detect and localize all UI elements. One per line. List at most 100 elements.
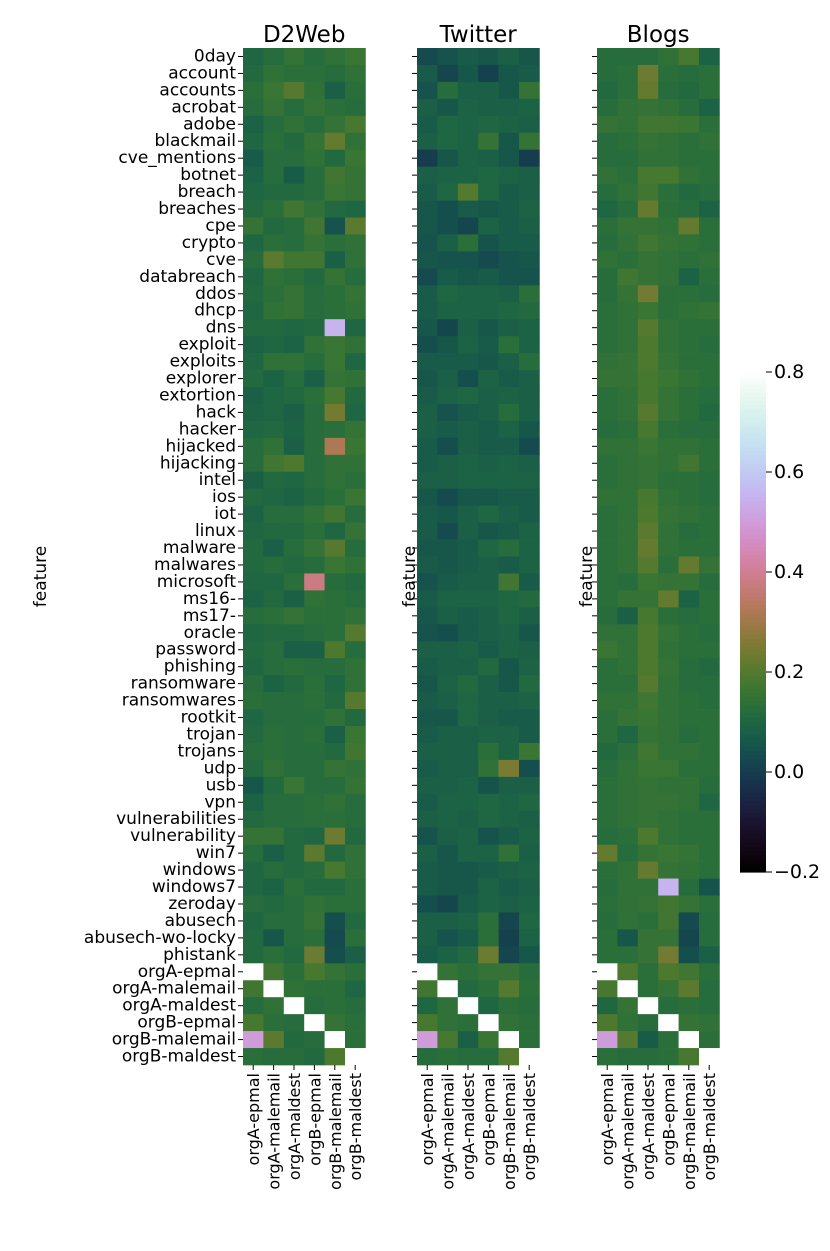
heatmap-cell [437, 980, 459, 998]
heatmap-cell [597, 759, 618, 778]
row-labels: 0dayaccountaccountsacrobatadobeblackmail… [84, 46, 236, 1066]
heatmap-cell [519, 980, 540, 998]
heatmap-cell [263, 437, 285, 456]
heatmap-cell [437, 336, 459, 354]
heatmap-cell [637, 471, 659, 490]
heatmap-cell [699, 437, 720, 456]
heatmap-cell [617, 861, 639, 879]
heatmap-cell [345, 946, 366, 964]
heatmap-cell [304, 387, 325, 405]
heatmap-cell [263, 64, 285, 83]
heatmap-cell [324, 64, 346, 83]
heatmap-cell [283, 285, 305, 303]
heatmap-cell [243, 200, 264, 218]
colorbar-segment [740, 376, 766, 381]
heatmap-cell [417, 166, 438, 184]
heatmap-cell [457, 81, 479, 100]
heatmap-cell [243, 437, 264, 456]
heatmap-cell [437, 692, 459, 710]
heatmap-cell [345, 217, 366, 235]
heatmap-cell [437, 81, 459, 100]
column-label: orgB-malemail [680, 1073, 699, 1190]
colorbar-segment [740, 609, 766, 615]
heatmap-cell [478, 539, 499, 557]
heatmap-cell [498, 692, 520, 710]
heatmap-cell [658, 234, 679, 252]
heatmap-cell [699, 793, 720, 812]
heatmap-cell [597, 285, 618, 303]
heatmap-cell [345, 471, 366, 490]
heatmap-cell [519, 709, 540, 727]
heatmap-cell [437, 573, 459, 591]
heatmap-cell [243, 115, 264, 134]
heatmap-cell [519, 759, 540, 778]
heatmap-cell [498, 539, 520, 557]
heatmap-cell [478, 861, 499, 879]
heatmap-cell [283, 48, 305, 66]
heatmap-cell [243, 81, 264, 100]
heatmap-cell [658, 1014, 679, 1032]
heatmap-cell [658, 556, 679, 574]
row-label: windows [163, 860, 236, 880]
heatmap-cell [417, 895, 438, 913]
heatmap-cell [637, 437, 659, 456]
heatmap-cell [263, 844, 285, 862]
heatmap-cell [699, 980, 720, 998]
heatmap-cell [519, 48, 540, 66]
heatmap-cell [243, 522, 264, 540]
row-label: abusech [165, 911, 236, 931]
heatmap-cell [478, 726, 499, 744]
heatmap-cell [304, 81, 325, 100]
heatmap-cell [597, 1048, 618, 1066]
heatmap-cell [597, 387, 618, 405]
heatmap-cell [263, 793, 285, 812]
heatmap-cell [457, 200, 479, 218]
heatmap-cell [678, 115, 700, 134]
heatmap-cell [478, 692, 499, 710]
heatmap-cell [324, 370, 346, 388]
heatmap-cell [457, 217, 479, 235]
heatmap-cell [478, 793, 499, 812]
heatmap-cell [304, 556, 325, 574]
heatmap-cell [345, 590, 366, 608]
heatmap-cell [678, 251, 700, 269]
colorbar-segment [740, 576, 766, 581]
heatmap-cell [417, 437, 438, 456]
heatmap-cell [699, 675, 720, 693]
heatmap-cell [617, 488, 639, 506]
heatmap-cell [478, 522, 499, 540]
heatmap-cell [417, 522, 438, 540]
row-label: breaches [158, 199, 236, 219]
row-label: dhcp [194, 301, 236, 321]
heatmap-cell [263, 166, 285, 184]
heatmap-cell [658, 675, 679, 693]
heatmap-cell [678, 81, 700, 100]
colorbar-segment [740, 567, 766, 573]
heatmap-cell [637, 980, 659, 998]
heatmap-cell [617, 403, 639, 422]
heatmap-cell [617, 268, 639, 286]
heatmap-cell [283, 336, 305, 354]
heatmap-cell [417, 641, 438, 659]
heatmap-cell [283, 556, 305, 574]
heatmap-cell [678, 319, 700, 337]
heatmap-cell [498, 946, 520, 964]
heatmap-cell [678, 793, 700, 812]
heatmap-cell [243, 946, 264, 964]
heatmap-cell [478, 302, 499, 320]
heatmap-cell [597, 454, 618, 473]
colorbar-segment [740, 388, 766, 394]
heatmap-cell [304, 132, 325, 151]
heatmap-cell [283, 997, 305, 1015]
heatmap-cell [417, 963, 438, 981]
heatmap-cell [263, 810, 285, 829]
colorbar-segment [740, 667, 766, 673]
colorbar-segment [740, 622, 766, 627]
heatmap-cell [304, 742, 325, 761]
heatmap-cell [597, 200, 618, 218]
colorbar-segment [740, 488, 766, 494]
heatmap-cell [498, 454, 520, 473]
heatmap-cell [678, 522, 700, 540]
heatmap-cell [597, 624, 618, 642]
heatmap-cell [263, 505, 285, 523]
